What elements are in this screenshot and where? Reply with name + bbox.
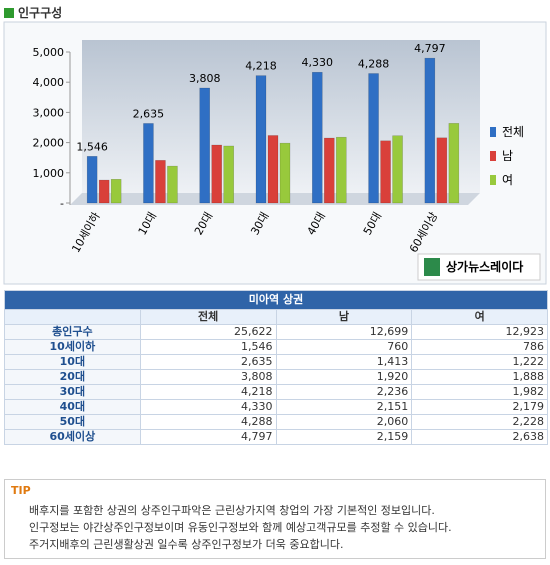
bar [368, 73, 379, 204]
value-cell: 2,151 [275, 399, 413, 415]
bar [448, 123, 460, 204]
value-cell: 1,982 [411, 384, 548, 400]
y-tick-label: 2,000 [33, 137, 65, 150]
table-header-row: 전체 남 여 [4, 309, 548, 325]
value-cell: 2,179 [411, 399, 548, 415]
table-row: 20대 3,808 1,920 1,888 [4, 369, 548, 385]
logo-icon [424, 258, 440, 276]
bar [211, 144, 222, 204]
table-row: 10세이하 1,546 760 786 [4, 339, 548, 355]
legend-swatch [490, 175, 496, 185]
y-tick-label: 4,000 [33, 76, 65, 89]
table-row: 40대 4,330 2,151 2,179 [4, 399, 548, 415]
legend-label: 전체 [502, 125, 524, 139]
bar [267, 135, 279, 204]
header-cell: 전체 [139, 309, 277, 325]
header-cell: 여 [411, 309, 548, 325]
tip-label: TIP [11, 484, 31, 497]
tip-line: 배후지를 포함한 상권의 상주인구파악은 근린상가지역 창업의 가장 기본적인 … [29, 504, 435, 517]
value-cell: 1,888 [411, 369, 548, 385]
y-tick-label: - [60, 197, 64, 210]
bar [380, 140, 391, 204]
value-cell: 2,236 [275, 384, 413, 400]
row-label: 총인구수 [4, 324, 141, 340]
row-label: 50대 [4, 414, 141, 430]
bar [110, 179, 122, 204]
bar [86, 156, 98, 204]
value-cell: 1,222 [411, 354, 548, 370]
bar [155, 160, 166, 204]
bar [199, 87, 210, 204]
value-cell: 2,159 [275, 429, 413, 445]
value-cell: 2,228 [411, 414, 548, 430]
data-table: 미아역 상권 전체 남 여 총인구수 25,622 12,699 12,923 10세이하 1,5… [4, 290, 548, 445]
y-tick-label: 5,000 [33, 46, 65, 59]
bar [143, 123, 154, 204]
value-cell: 3,808 [139, 369, 277, 385]
data-label: 3,808 [189, 72, 221, 85]
bar [436, 137, 448, 204]
section-header: 인구구성 [4, 4, 62, 21]
data-label: 2,635 [133, 107, 165, 120]
bar [312, 71, 323, 204]
data-label: 4,218 [245, 60, 277, 73]
value-cell: 786 [411, 339, 548, 355]
data-label: 4,797 [414, 42, 446, 55]
value-cell: 12,923 [411, 324, 548, 340]
legend-label: 남 [502, 149, 513, 163]
data-label: 4,330 [302, 56, 334, 69]
tip-line: 인구정보는 야간상주인구정보이며 유동인구정보와 함께 예상고객규모를 추정할 … [29, 521, 452, 534]
table-row: 50대 4,288 2,060 2,228 [4, 414, 548, 430]
value-cell: 12,699 [275, 324, 413, 340]
table-title: 미아역 상권 [4, 290, 548, 310]
bar [279, 142, 291, 204]
tip-box: TIP 배후지를 포함한 상권의 상주인구파악은 근린상가지역 창업의 가장 기… [4, 479, 546, 559]
value-cell: 4,218 [139, 384, 277, 400]
bar [98, 179, 110, 204]
value-cell: 2,638 [411, 429, 548, 445]
header-cell: 남 [275, 309, 413, 325]
row-label: 10대 [4, 354, 141, 370]
header-cell [4, 309, 141, 325]
data-label: 4,288 [358, 58, 390, 71]
logo-text: 상가뉴스레이다 [446, 259, 523, 274]
bar [424, 57, 436, 204]
legend-label: 여 [502, 173, 513, 187]
data-label: 1,546 [76, 140, 108, 153]
value-cell: 25,622 [139, 324, 277, 340]
y-tick-label: 1,000 [33, 167, 65, 180]
chart: 상가뉴스레이다 -1,0002,0003,0004,0005,00010세이하1… [3, 21, 547, 285]
tip-line: 주거지배후의 근린생활상권 일수록 상주인구정보가 더욱 중요합니다. [29, 538, 344, 551]
value-cell: 2,060 [275, 414, 413, 430]
value-cell: 1,920 [275, 369, 413, 385]
row-label: 40대 [4, 399, 141, 415]
value-cell: 760 [275, 339, 413, 355]
row-label: 20대 [4, 369, 141, 385]
y-tick-label: 3,000 [33, 106, 65, 119]
row-label: 60세이상 [4, 429, 141, 445]
bar [336, 136, 347, 204]
value-cell: 2,635 [139, 354, 277, 370]
table-row: 총인구수 25,622 12,699 12,923 [4, 324, 548, 340]
value-cell: 1,546 [139, 339, 277, 355]
legend-swatch [490, 151, 496, 161]
value-cell: 4,330 [139, 399, 277, 415]
value-cell: 4,288 [139, 414, 277, 430]
table-row: 10대 2,635 1,413 1,222 [4, 354, 548, 370]
bar [223, 145, 234, 204]
bar [392, 135, 403, 204]
bar [255, 75, 267, 204]
value-cell: 1,413 [275, 354, 413, 370]
bar [324, 137, 335, 204]
table-row: 30대 4,218 2,236 1,982 [4, 384, 548, 400]
legend-swatch [490, 127, 496, 137]
table-title-row: 미아역 상권 [4, 290, 548, 310]
row-label: 10세이하 [4, 339, 141, 355]
header-title: 인구구성 [18, 6, 63, 20]
value-cell: 4,797 [139, 429, 277, 445]
bar [167, 165, 178, 204]
table-row: 60세이상 4,797 2,159 2,638 [4, 429, 548, 445]
row-label: 30대 [4, 384, 141, 400]
